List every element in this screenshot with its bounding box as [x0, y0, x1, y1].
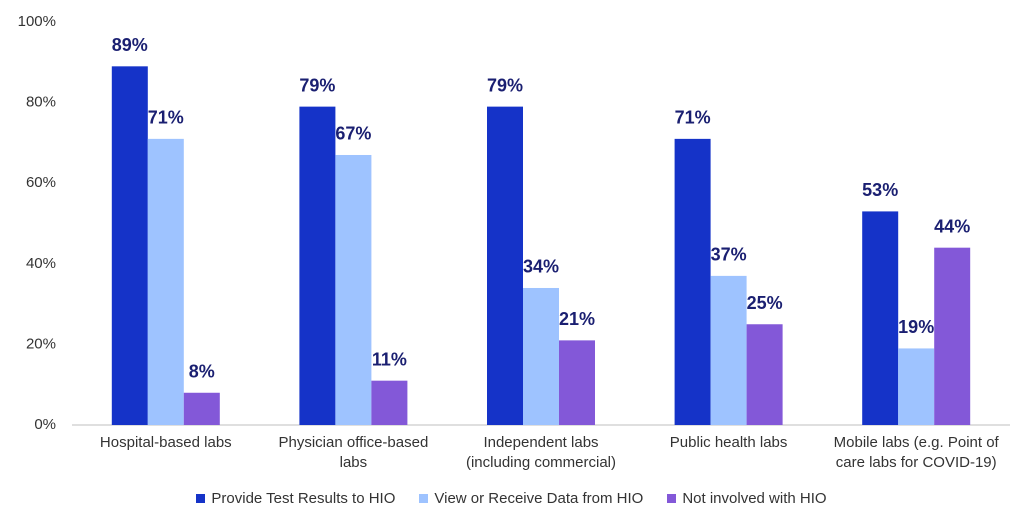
y-tick-label: 60%	[26, 174, 56, 191]
value-label: 11%	[372, 349, 407, 369]
legend-item: View or Receive Data from HIO	[419, 490, 643, 507]
bar	[862, 211, 899, 425]
bar	[898, 348, 935, 425]
legend-swatch	[196, 494, 206, 503]
y-tick-label: 100%	[18, 13, 56, 30]
legend-label: Not involved with HIO	[682, 490, 827, 507]
bar	[335, 154, 372, 426]
bar	[299, 106, 336, 425]
value-label: 37%	[711, 245, 747, 265]
x-tick-label: Independent labs (including commercial)	[465, 434, 617, 471]
value-label: 21%	[559, 309, 595, 329]
legend-label: Provide Test Results to HIO	[211, 490, 396, 507]
bar	[371, 380, 408, 425]
value-label: 71%	[675, 108, 711, 128]
value-label: 79%	[299, 75, 335, 95]
bar	[674, 138, 711, 425]
legend-item: Not involved with HIO	[667, 490, 827, 507]
y-tick-label: 80%	[26, 94, 56, 111]
value-label: 8%	[189, 362, 215, 382]
legend-label: View or Receive Data from HIO	[434, 490, 644, 507]
value-label: 89%	[112, 35, 148, 55]
value-label: 25%	[747, 293, 783, 313]
value-label: 67%	[335, 124, 371, 144]
bar	[559, 340, 595, 425]
x-tick-label: Hospital-based labs	[99, 434, 232, 451]
bar	[523, 287, 559, 425]
bar	[934, 247, 971, 425]
value-label: 19%	[898, 317, 934, 337]
legend-swatch	[667, 494, 677, 503]
legend-swatch	[419, 494, 429, 503]
value-label: 53%	[862, 180, 898, 200]
x-tick-label: Mobile labs (e.g. Point of care labs for…	[833, 434, 999, 471]
value-label: 71%	[148, 108, 184, 128]
bar	[487, 106, 523, 425]
bar	[147, 138, 184, 425]
y-tick-label: 40%	[26, 255, 56, 272]
y-tick-label: 20%	[26, 335, 56, 352]
bar	[746, 324, 783, 425]
value-label: 44%	[934, 216, 970, 236]
x-tick-label: Physician office-based labs	[278, 434, 429, 471]
value-label: 79%	[487, 75, 523, 95]
value-label: 34%	[523, 257, 559, 277]
bar	[111, 66, 148, 425]
bar	[183, 392, 220, 425]
bar	[710, 275, 747, 425]
y-tick-label: 0%	[34, 416, 56, 433]
x-tick-label: Public health labs	[669, 434, 788, 451]
legend: Provide Test Results to HIO View or Recei…	[0, 490, 1023, 507]
legend-item: Provide Test Results to HIO	[196, 490, 395, 507]
